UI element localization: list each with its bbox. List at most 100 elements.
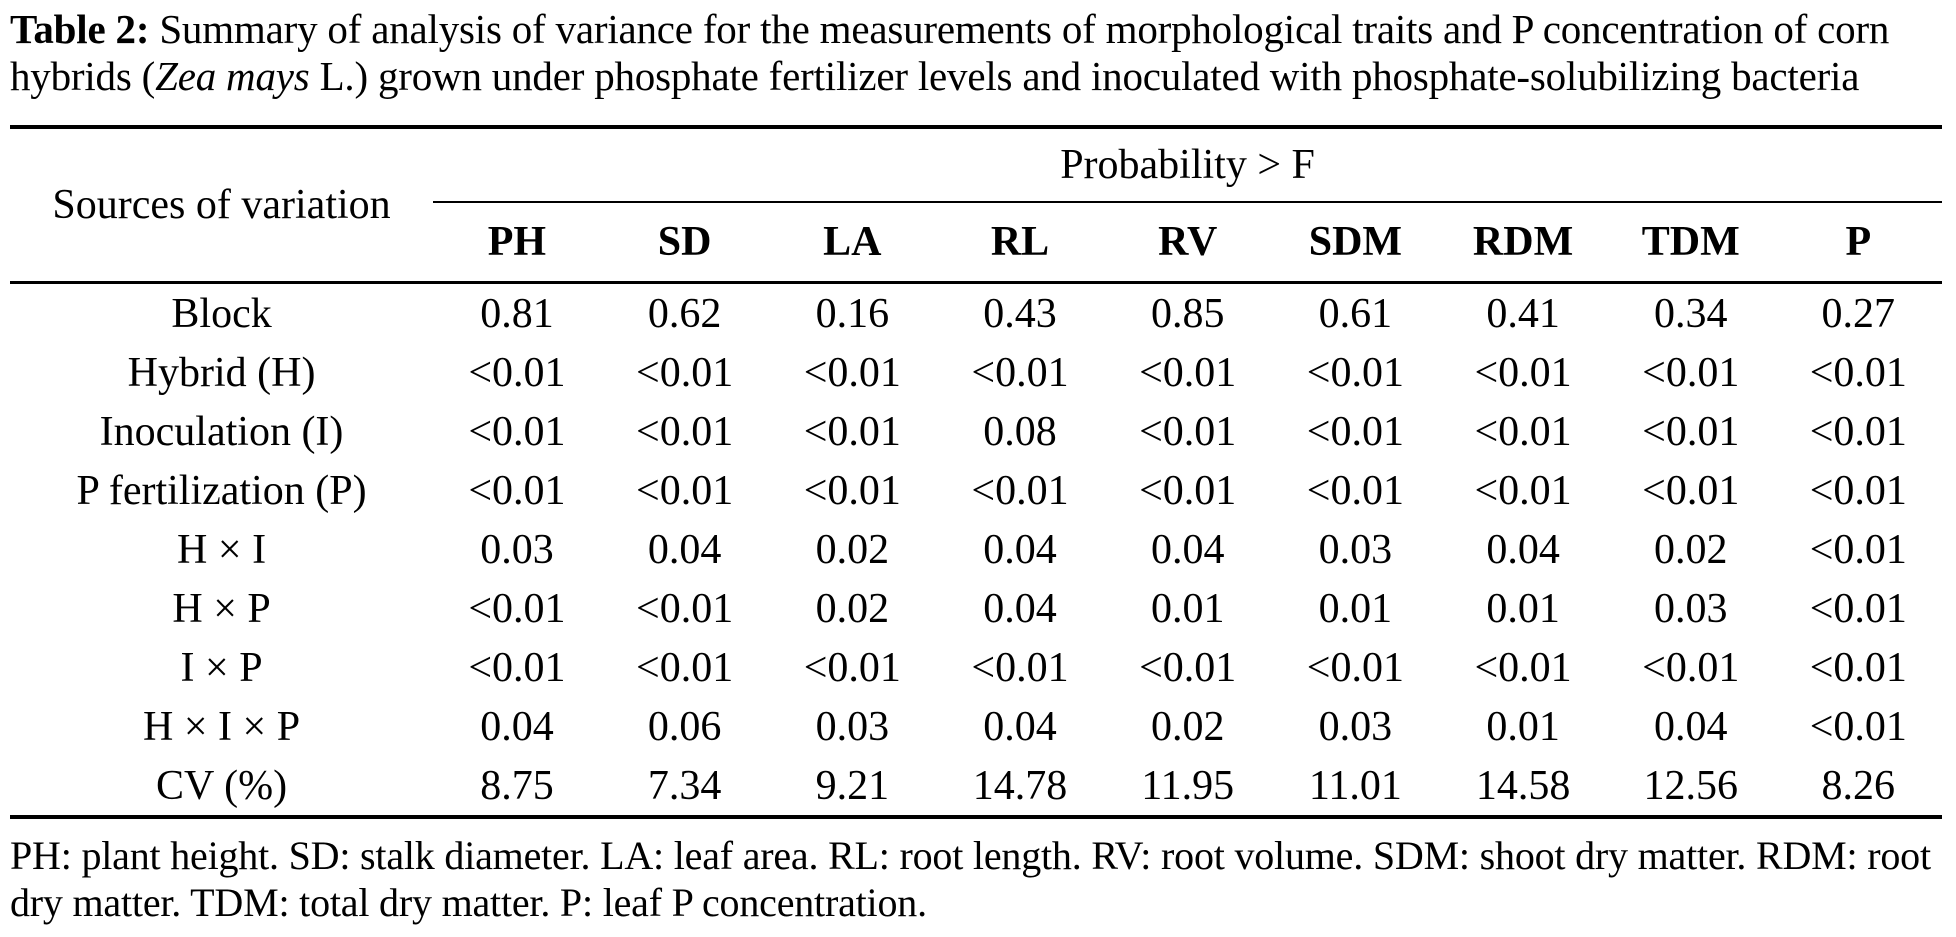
value-cell: 0.02 [815,526,890,573]
value-cell: <0.01 [1306,467,1404,514]
value-cell: 0.27 [1821,290,1896,337]
row-label: P fertilization (P) [76,467,367,514]
footnote: PH: plant height. SD: stalk diameter. LA… [10,833,1931,925]
value-cell: 0.01 [1486,703,1560,750]
value-cell: <0.01 [1139,349,1237,396]
value-cell: <0.01 [636,349,734,396]
table-caption: Table 2: Summary of analysis of variance… [10,6,1942,100]
column-header-rv: RV [1103,202,1272,284]
table-row: I × P <0.01 <0.01 <0.01 <0.01 <0.01 <0.01 <0.01… [10,638,1942,697]
row-label: Block [171,290,272,337]
value-cell: <0.01 [468,408,566,455]
value-cell: <0.01 [1642,349,1740,396]
value-cell: 0.04 [480,703,554,750]
spanner-header-probability-f: Probability > F [433,127,1942,203]
value-cell: <0.01 [468,585,566,632]
value-cell: <0.01 [803,349,901,396]
value-cell: 8.75 [480,762,554,809]
value-cell: 0.04 [983,526,1057,573]
row-label: Inoculation (I) [99,408,344,455]
table-row: H × I 0.03 0.04 0.02 0.04 0.04 0.03 0.04 0.02 <0.… [10,520,1942,579]
value-cell: 12.56 [1643,762,1739,809]
value-cell: 11.01 [1308,762,1402,809]
value-cell: <0.01 [1306,644,1404,691]
value-cell: <0.01 [636,408,734,455]
value-cell: <0.01 [1642,467,1740,514]
value-cell: <0.01 [636,467,734,514]
value-cell: 0.02 [1654,526,1728,573]
column-header-tdm: TDM [1606,202,1775,284]
value-cell: 0.03 [480,526,554,573]
table-caption-label: Table 2: [10,6,150,52]
value-cell: 0.81 [480,290,554,337]
row-label: Hybrid (H) [127,349,316,396]
value-cell: 0.34 [1654,290,1728,337]
column-header-rdm: RDM [1439,202,1607,284]
table-row: H × I × P 0.04 0.06 0.03 0.04 0.02 0.03 0.01 0.0… [10,697,1942,756]
value-cell: <0.01 [1139,467,1237,514]
value-cell: 0.04 [1150,526,1225,573]
row-label: H × I × P [143,703,301,750]
table-caption-species-name: Zea mays [155,53,310,99]
value-cell: <0.01 [971,349,1069,396]
value-cell: <0.01 [1809,585,1907,632]
value-cell: <0.01 [803,408,901,455]
value-cell: <0.01 [971,644,1069,691]
value-cell: 0.16 [815,290,890,337]
value-cell: 0.61 [1318,290,1393,337]
row-label: CV (%) [156,762,288,809]
value-cell: 14.78 [972,762,1068,809]
table-header: Sources of variation Probability > F PH S… [10,127,1942,284]
value-cell: 0.03 [1654,585,1728,632]
value-cell: 0.03 [1318,526,1393,573]
column-header-p: P [1774,202,1942,284]
value-cell: 0.08 [983,408,1057,455]
value-cell: <0.01 [1139,644,1237,691]
row-label: H × P [172,585,271,632]
value-cell: 0.02 [1150,703,1225,750]
column-header-sd: SD [600,202,769,284]
value-cell: <0.01 [803,467,901,514]
value-cell: 0.85 [1150,290,1225,337]
value-cell: 11.95 [1141,762,1235,809]
value-cell: <0.01 [1642,408,1740,455]
value-cell: 0.01 [1150,585,1225,632]
value-cell: <0.01 [468,467,566,514]
value-cell: 0.04 [1654,703,1728,750]
value-cell: 0.04 [647,526,722,573]
value-cell: <0.01 [1809,467,1907,514]
table-caption-text-after-italic: L.) grown under phosphate fertilizer lev… [309,53,1860,99]
value-cell: 14.58 [1475,762,1571,809]
table-row: P fertilization (P) <0.01 <0.01 <0.01 <0.01 <… [10,461,1942,520]
value-cell: 0.01 [1318,585,1393,632]
table-row: H × P <0.01 <0.01 0.02 0.04 0.01 0.01 0.01 0.03 <… [10,579,1942,638]
anova-table: Sources of variation Probability > F PH S… [10,125,1942,819]
column-header-sdm: SDM [1271,202,1440,284]
value-cell: <0.01 [1809,408,1907,455]
value-cell: <0.01 [1474,349,1572,396]
value-cell: <0.01 [636,644,734,691]
value-cell: 0.04 [1486,526,1560,573]
table-row: Block 0.81 0.62 0.16 0.43 0.85 0.61 0.41 0.34 0.2… [10,283,1942,344]
value-cell: 9.21 [815,762,890,809]
value-cell: <0.01 [1306,408,1404,455]
value-cell: 0.02 [815,585,890,632]
value-cell: 0.04 [983,585,1057,632]
value-cell: <0.01 [1474,467,1572,514]
value-cell: <0.01 [1139,408,1237,455]
column-header-rl: RL [936,202,1104,284]
value-cell: 0.62 [647,290,722,337]
value-cell: <0.01 [1809,703,1907,750]
value-cell: 0.01 [1486,585,1560,632]
value-cell: <0.01 [468,644,566,691]
value-cell: <0.01 [803,644,901,691]
table-body: Block 0.81 0.62 0.16 0.43 0.85 0.61 0.41 0.34 0.2… [10,283,1942,818]
column-header-row: PH SD LA RL RV SDM RDM TDM P [10,202,1942,284]
value-cell: <0.01 [1809,644,1907,691]
value-cell: 0.03 [815,703,890,750]
spanner-header-row: Sources of variation Probability > F [10,127,1942,284]
value-cell: 0.43 [983,290,1057,337]
value-cell: 0.03 [1318,703,1393,750]
value-cell: <0.01 [1809,526,1907,573]
